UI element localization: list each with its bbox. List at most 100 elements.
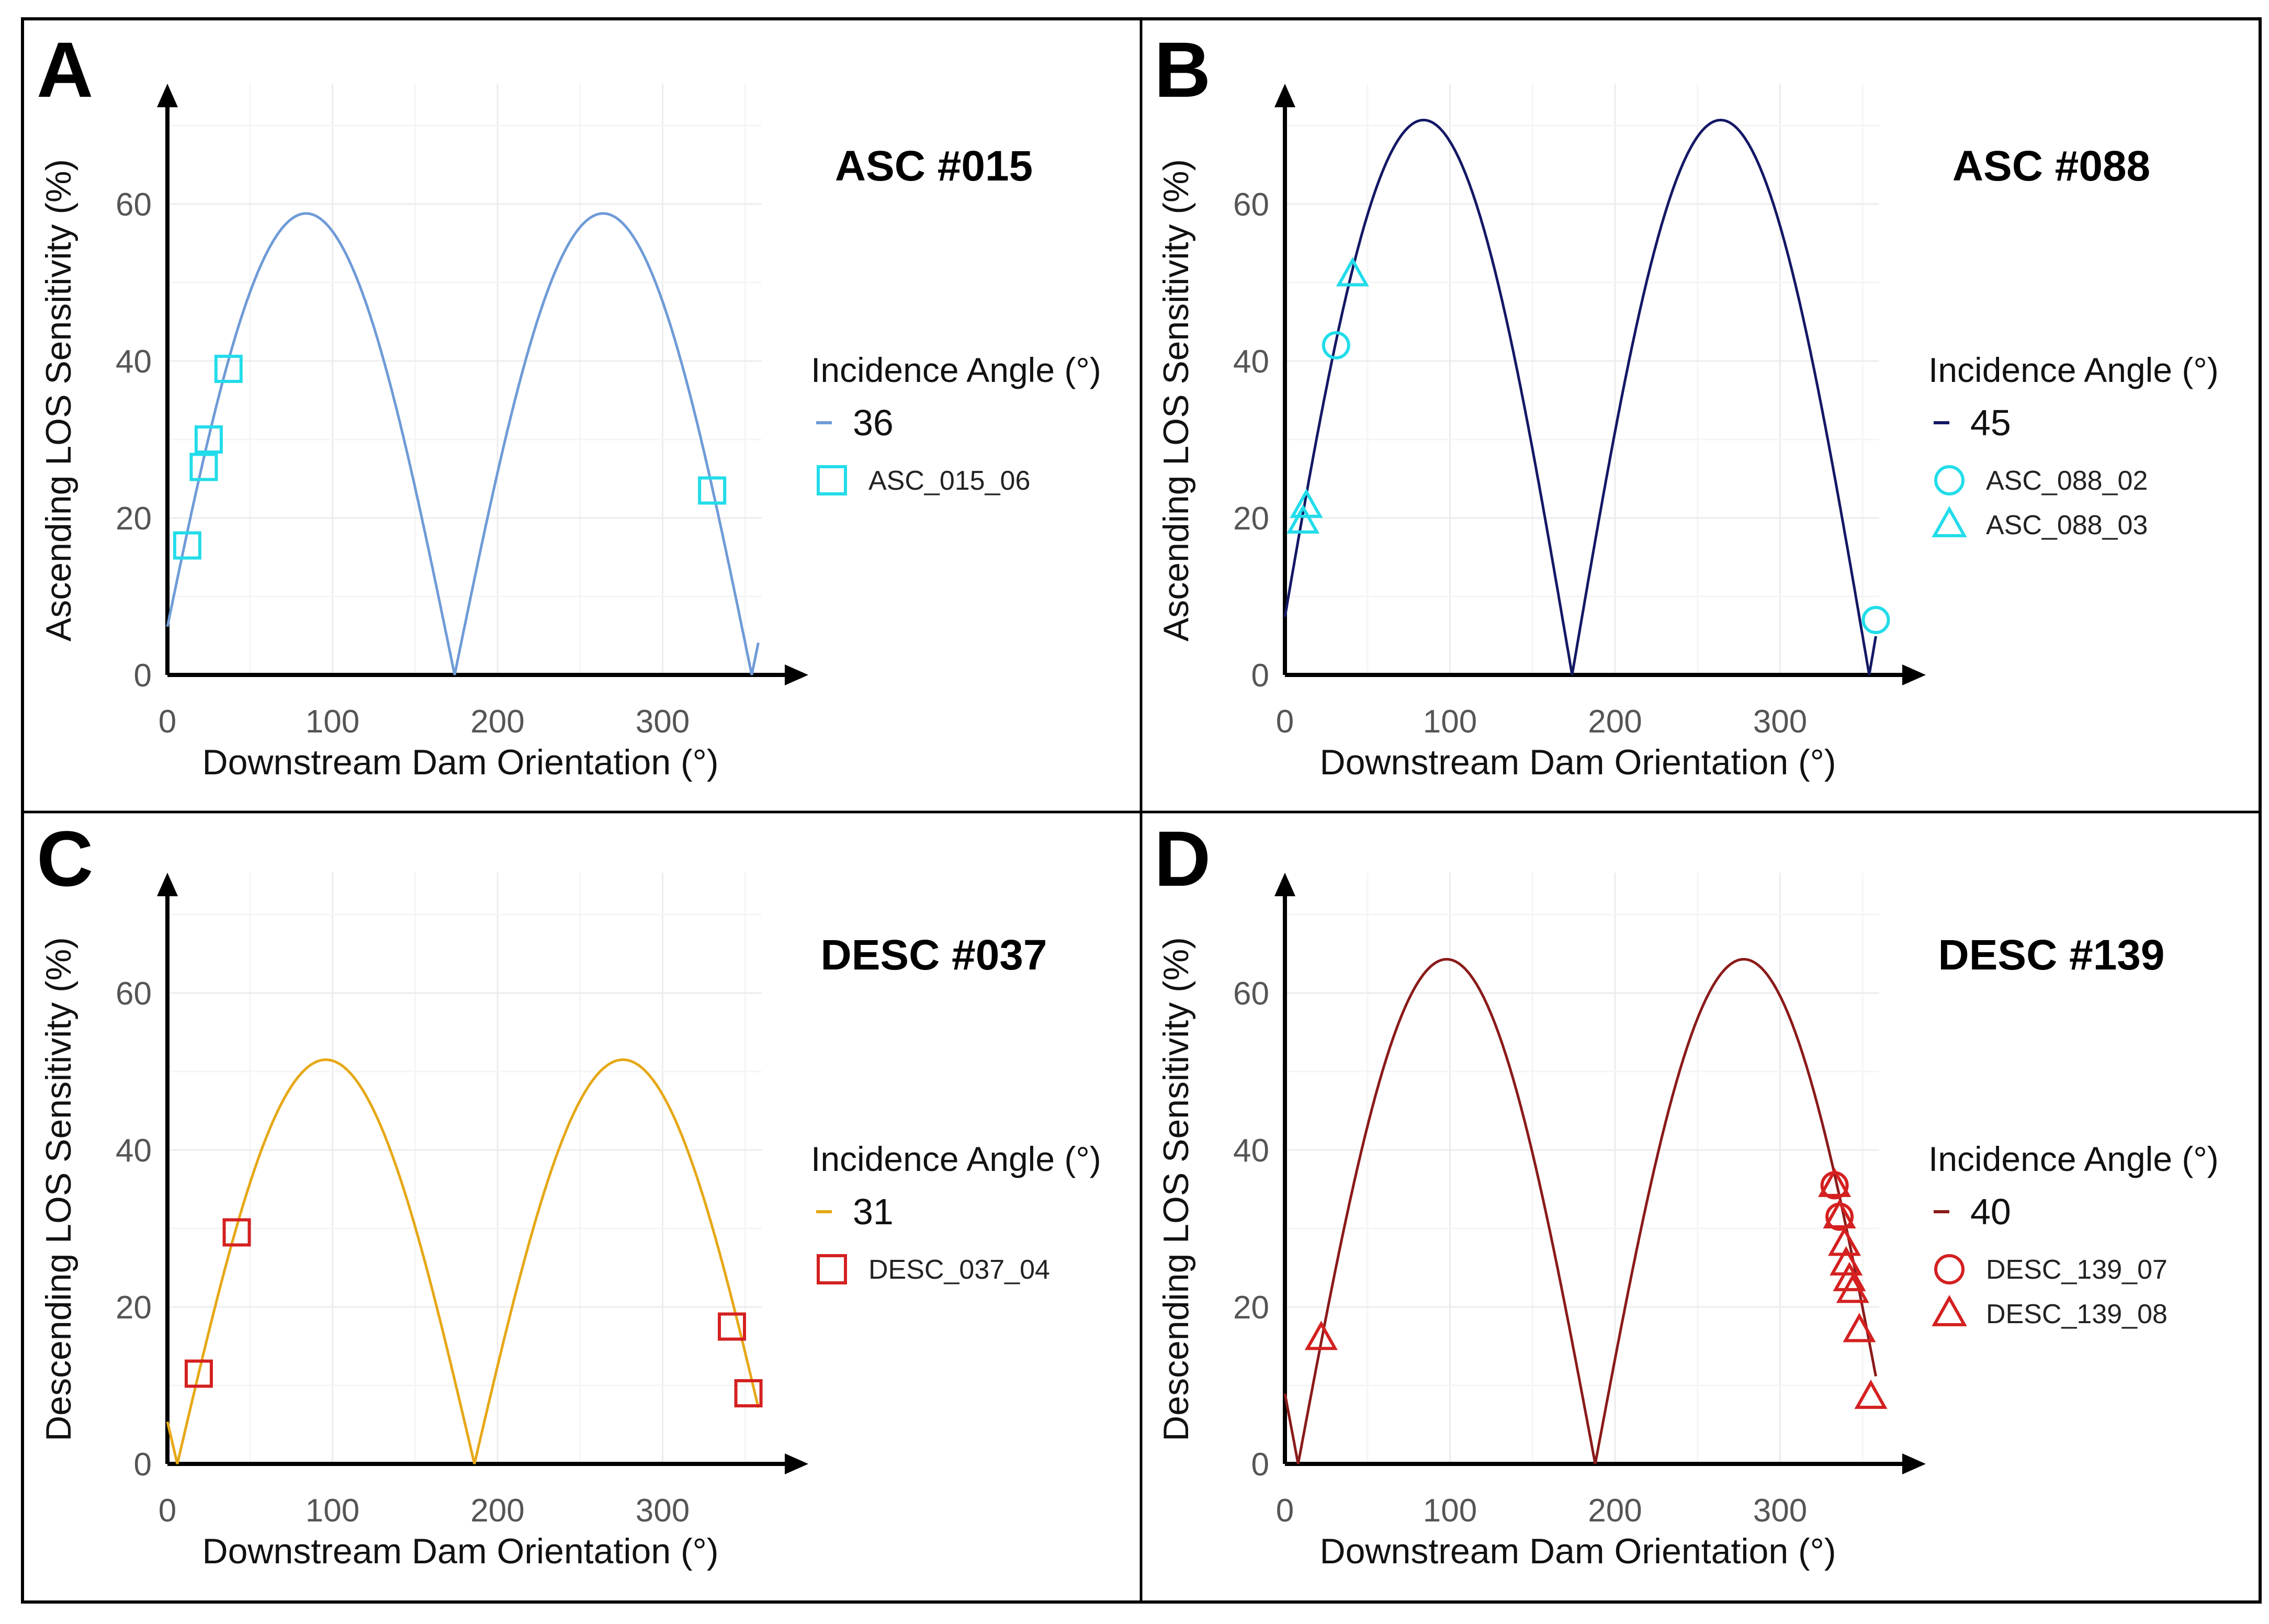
data-point-marker xyxy=(1836,1273,1869,1303)
legend-angle-value: 45 xyxy=(1970,402,2011,443)
legend: Incidence Angle (°) 31 DESC_037_04 xyxy=(811,1140,1101,1285)
data-point-marker xyxy=(734,1379,763,1407)
series-line-36 xyxy=(166,212,760,675)
point-group-desc_139_08 xyxy=(1304,1167,1888,1409)
series-line-31 xyxy=(166,1058,760,1464)
x-tick-label: 100 xyxy=(306,1493,359,1529)
y-tick-label: 60 xyxy=(1233,187,1269,223)
x-axis-arrow xyxy=(1902,664,1926,685)
grid xyxy=(1284,873,1879,1465)
x-tick-label: 100 xyxy=(1423,1493,1477,1529)
legend-marker-swatch xyxy=(817,465,847,495)
track-title: DESC #139 xyxy=(1938,931,2164,979)
legend-title: Incidence Angle (°) xyxy=(1928,1140,2219,1178)
legend-marker-label: DESC_037_04 xyxy=(868,1255,1050,1285)
legend-marker-swatch xyxy=(1934,465,1965,495)
x-axis-label: Downstream Dam Orientation (°) xyxy=(202,1531,718,1571)
data-point-marker xyxy=(1861,606,1890,634)
data-point-marker xyxy=(1854,1379,1888,1409)
panel-letter: A xyxy=(37,26,93,114)
data-point-marker xyxy=(1286,504,1320,534)
data-point-marker xyxy=(1823,1199,1856,1228)
y-tick-label: 0 xyxy=(1251,1447,1269,1483)
x-tick-label: 300 xyxy=(636,704,690,740)
data-point-marker xyxy=(1322,331,1350,359)
y-axis-arrow xyxy=(157,84,178,107)
chart-panel-b: 0 100 200 300 0 20 40 60 Downstream Dam Orientat… xyxy=(1154,26,2219,782)
legend-angle-value: 31 xyxy=(853,1191,894,1232)
chart-panel-c: 0 100 200 300 0 20 40 60 Downstream Dam Orientat… xyxy=(37,815,1101,1571)
legend-marker-label: DESC_139_08 xyxy=(1986,1299,2168,1329)
track-title: DESC #037 xyxy=(820,931,1047,979)
data-point-marker xyxy=(1290,488,1323,518)
panel-letter: C xyxy=(37,815,93,903)
legend-angle-value: 40 xyxy=(1970,1191,2011,1232)
panel-letter: D xyxy=(1154,815,1211,903)
x-tick-label: 200 xyxy=(470,1493,524,1529)
x-tick-label: 200 xyxy=(470,704,524,740)
legend-title: Incidence Angle (°) xyxy=(1928,351,2219,389)
x-axis-arrow xyxy=(785,1453,808,1474)
y-axis-label: Descending LOS Sensitivity (%) xyxy=(39,937,78,1441)
legend: Incidence Angle (°) 45 ASC_088_02 ASC_088_0… xyxy=(1928,351,2219,540)
x-axis-arrow xyxy=(1902,1453,1926,1474)
x-tick-label: 0 xyxy=(1276,1493,1294,1529)
x-tick-label: 300 xyxy=(1753,704,1807,740)
legend-marker-label: ASC_088_02 xyxy=(1986,466,2148,496)
y-tick-label: 0 xyxy=(134,658,152,694)
x-tick-label: 300 xyxy=(636,1493,690,1529)
point-group-desc_037_04 xyxy=(184,1218,763,1407)
y-tick-label: 20 xyxy=(1233,501,1269,537)
y-axis-arrow xyxy=(157,873,178,896)
x-axis-arrow xyxy=(785,664,808,685)
data-point-marker xyxy=(189,453,218,481)
y-tick-label: 0 xyxy=(1251,658,1269,694)
data-point-marker xyxy=(173,531,201,560)
y-tick-label: 40 xyxy=(116,344,152,380)
x-axis-label: Downstream Dam Orientation (°) xyxy=(1319,742,1836,782)
data-point-marker xyxy=(184,1359,213,1388)
point-group-asc_015_06 xyxy=(173,355,727,560)
data-point-marker xyxy=(1833,1261,1866,1291)
legend: Incidence Angle (°) 40 DESC_139_07 DESC_139… xyxy=(1928,1140,2219,1329)
legend-angle-value: 36 xyxy=(853,402,894,443)
y-axis-arrow xyxy=(1274,84,1295,107)
point-group-asc_088_02 xyxy=(1322,331,1890,634)
panel-letter: B xyxy=(1154,26,1211,114)
track-title: ASC #015 xyxy=(835,142,1033,190)
legend: Incidence Angle (°) 36 ASC_015_06 xyxy=(811,351,1101,496)
chart-panel-a: 0 100 200 300 0 20 40 60 Downstream Dam Orientat… xyxy=(37,26,1101,782)
data-point-marker xyxy=(698,476,727,505)
x-tick-label: 0 xyxy=(1276,704,1294,740)
y-tick-label: 40 xyxy=(116,1133,152,1169)
x-axis-label: Downstream Dam Orientation (°) xyxy=(1319,1531,1836,1571)
series-line-40 xyxy=(1283,958,1877,1464)
legend-marker-label: ASC_015_06 xyxy=(868,466,1030,496)
x-tick-label: 100 xyxy=(1423,704,1477,740)
data-point-marker xyxy=(1843,1313,1876,1343)
series-line-45 xyxy=(1283,119,1877,675)
data-point-marker xyxy=(194,425,223,454)
y-tick-label: 20 xyxy=(116,1290,152,1326)
track-title: ASC #088 xyxy=(1952,142,2150,190)
y-tick-label: 40 xyxy=(1233,1133,1269,1169)
data-point-marker xyxy=(718,1312,747,1341)
x-tick-label: 200 xyxy=(1588,1493,1642,1529)
legend-marker-label: ASC_088_03 xyxy=(1986,510,2148,540)
y-axis-label: Ascending LOS Sensitivity (%) xyxy=(1156,159,1196,641)
y-tick-label: 20 xyxy=(116,501,152,537)
y-tick-label: 60 xyxy=(116,976,152,1012)
x-tick-label: 0 xyxy=(159,1493,176,1529)
y-tick-label: 40 xyxy=(1233,344,1269,380)
legend-marker-label: DESC_139_07 xyxy=(1986,1255,2168,1285)
x-axis-label: Downstream Dam Orientation (°) xyxy=(202,742,718,782)
y-axis-label: Descending LOS Sensitivity (%) xyxy=(1156,937,1196,1441)
data-point-marker xyxy=(1304,1321,1338,1350)
grid xyxy=(166,84,762,676)
y-tick-label: 60 xyxy=(116,187,152,223)
y-axis-label: Ascending LOS Sensitivity (%) xyxy=(39,159,78,641)
x-tick-label: 200 xyxy=(1588,704,1642,740)
data-point-marker xyxy=(1818,1167,1852,1197)
